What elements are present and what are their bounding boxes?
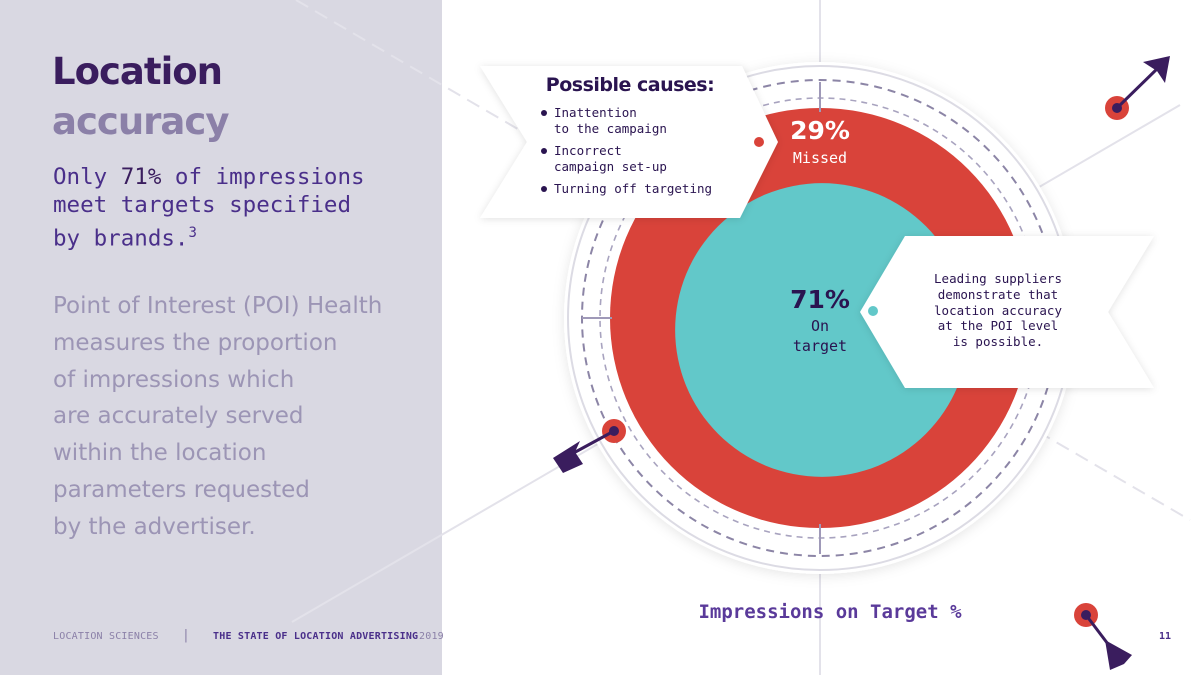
description-line: Point of Interest (POI) Health [53,293,383,319]
description-line: of impressions which [53,366,295,393]
page-number: 11 [1159,631,1172,642]
target-bottom-right [1074,603,1132,670]
cause-item: Turning off targeting [541,181,741,197]
chart-title: Impressions on Target % [698,601,962,623]
ontarget-connector-dot [868,306,878,316]
footer-separator: | [182,628,191,643]
stat-prefix: Only [53,164,121,190]
note-callout-shape [860,236,1154,388]
stat-rest-line1: of impressions [161,164,365,190]
stat-highlight: 71% [120,164,162,190]
page-title-line1: Location [52,50,223,93]
target-left [553,419,626,473]
missed-connector-dot [754,137,764,147]
causes-list: Inattention to the campaign Incorrect ca… [541,105,741,203]
missed-category-label: Missed [793,149,847,167]
left-panel [0,0,442,675]
description-line: within the location [53,440,267,467]
cause-item: Inattention to the campaign [541,105,741,137]
description-line: measures the proportion [53,329,338,356]
description: Point of Interest (POI) Health measures … [53,288,433,546]
missed-value-label: 29% [790,116,850,145]
supplier-note: Leading suppliers demonstrate that locat… [934,271,1062,350]
footer-company: LOCATION SCIENCES [53,631,159,642]
footnote-marker: 3 [188,225,197,241]
footer-report-title: THE STATE OF LOCATION ADVERTISING [213,631,419,642]
description-line: are accurately served [53,403,304,430]
description-line: by the advertiser. [53,513,256,540]
description-line: parameters requested [53,476,310,503]
page-title-line2: accuracy [52,100,229,143]
headline-stat: Only 71% of impressions meet targets spe… [53,163,433,253]
ontarget-value-label: 71% [790,285,850,314]
target-top-right [1105,56,1170,120]
stat-line2: meet targets specified [53,192,352,218]
stat-line3: by brands. [53,225,189,252]
cause-item: Incorrect campaign set-up [541,143,741,175]
ontarget-category-label-1: On [811,317,829,335]
footer-year: 2019 [419,631,444,642]
causes-title: Possible causes: [545,74,715,96]
causes-callout-shape [480,66,778,218]
ontarget-category-label-2: target [793,337,847,355]
